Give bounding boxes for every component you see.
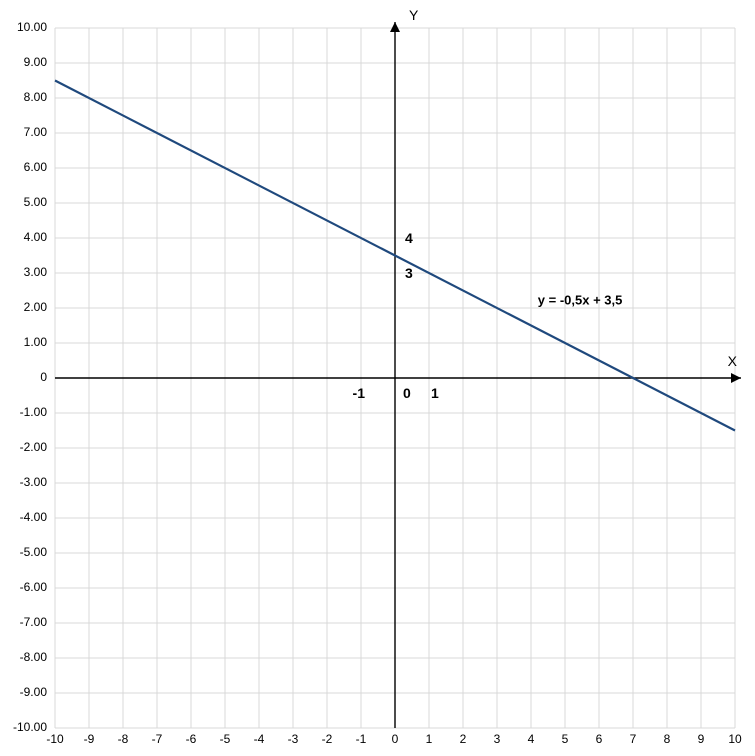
ytick-label: -3.00 (20, 475, 48, 489)
xtick-label: 7 (630, 732, 637, 746)
ytick-label: -6.00 (20, 580, 48, 594)
xtick-label: 0 (392, 732, 399, 746)
ytick-label: 9.00 (24, 55, 48, 69)
x-axis-label: X (728, 353, 738, 369)
ytick-label: 6.00 (24, 160, 48, 174)
xtick-label: 10 (728, 732, 742, 746)
xtick-label: 2 (460, 732, 467, 746)
ytick-label: -7.00 (20, 615, 48, 629)
inner-label-y3: 3 (405, 265, 413, 281)
xtick-label: -5 (220, 732, 231, 746)
inner-label-xpos1: 1 (431, 385, 439, 401)
ytick-label: 4.00 (24, 230, 48, 244)
xtick-label: -8 (118, 732, 129, 746)
xtick-label: -7 (152, 732, 163, 746)
ytick-label: -5.00 (20, 545, 48, 559)
xtick-label: 3 (494, 732, 501, 746)
xtick-label: 9 (698, 732, 705, 746)
ytick-label: -9.00 (20, 685, 48, 699)
ytick-label: 10.00 (17, 20, 47, 34)
ytick-label: 1.00 (24, 335, 48, 349)
xtick-label: -1 (356, 732, 367, 746)
xtick-label: -9 (84, 732, 95, 746)
xtick-label: -6 (186, 732, 197, 746)
ytick-label: 3.00 (24, 265, 48, 279)
y-axis-label: Y (409, 7, 419, 23)
ytick-label: -1.00 (20, 405, 48, 419)
xtick-label: -2 (322, 732, 333, 746)
inner-label-xneg1: -1 (353, 385, 366, 401)
ytick-label: 2.00 (24, 300, 48, 314)
inner-label-origin: 0 (403, 385, 411, 401)
xtick-label: 1 (426, 732, 433, 746)
xtick-label: -4 (254, 732, 265, 746)
ytick-label: -2.00 (20, 440, 48, 454)
xtick-label: -10 (46, 732, 64, 746)
chart-svg: 10.00 9.00 8.00 7.00 6.00 5.00 4.00 3.00 2.00 1.0… (0, 0, 755, 756)
inner-label-y4: 4 (405, 230, 413, 246)
xtick-label: -3 (288, 732, 299, 746)
xtick-label: 5 (562, 732, 569, 746)
ytick-label: 8.00 (24, 90, 48, 104)
xtick-label: 6 (596, 732, 603, 746)
xtick-label: 4 (528, 732, 535, 746)
line-chart: 10.00 9.00 8.00 7.00 6.00 5.00 4.00 3.00 2.00 1.0… (0, 0, 755, 756)
ytick-label: 5.00 (24, 195, 48, 209)
ytick-label: 7.00 (24, 125, 48, 139)
ytick-label: -4.00 (20, 510, 48, 524)
ytick-label: 0 (40, 370, 47, 384)
equation-label: y = -0,5x + 3,5 (538, 293, 623, 308)
ytick-label: -8.00 (20, 650, 48, 664)
ytick-label: -10.00 (13, 720, 47, 734)
xtick-label: 8 (664, 732, 671, 746)
